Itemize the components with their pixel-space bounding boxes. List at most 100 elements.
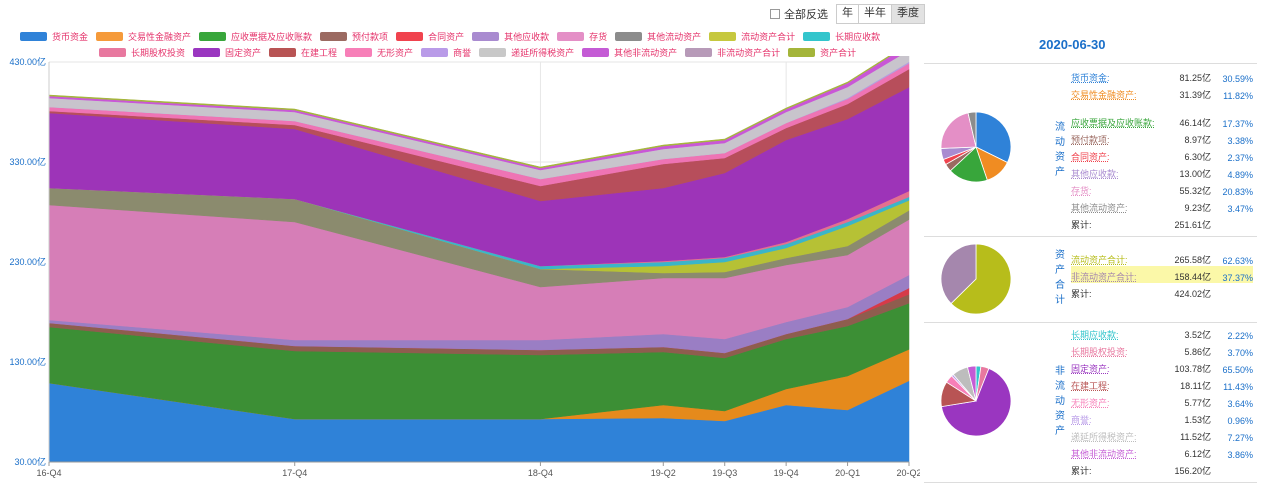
row-value: 5.86亿 bbox=[1184, 347, 1211, 357]
table-row[interactable]: 流动资产合计: 265.58亿 62.63% bbox=[1071, 249, 1253, 266]
row-name: 无形资产: bbox=[1071, 398, 1110, 408]
table-row[interactable]: 合同资产: 6.30亿 2.37% bbox=[1071, 146, 1253, 163]
legend-label: 货币资金 bbox=[52, 31, 89, 42]
legend-label: 长期应收款 bbox=[835, 31, 881, 42]
legend-item[interactable]: 商誉 bbox=[421, 46, 471, 59]
pie-slice[interactable] bbox=[940, 112, 977, 149]
legend-item[interactable]: 交易性金融资产 bbox=[96, 30, 191, 43]
legend-swatch bbox=[396, 31, 424, 41]
table-row[interactable]: 交易性金融资产: 31.39亿 11.82% bbox=[1071, 84, 1253, 101]
select-all-label: 全部反选 bbox=[784, 9, 828, 21]
pie-slice[interactable] bbox=[940, 243, 977, 305]
legend-item[interactable]: 其他流动资产 bbox=[615, 30, 701, 43]
row-value: 11.52亿 bbox=[1180, 432, 1211, 442]
table-row[interactable]: 其他流动资产: 9.23亿 3.47% bbox=[1071, 197, 1253, 214]
legend-item[interactable]: 固定资产 bbox=[193, 46, 261, 59]
legend-item[interactable]: 长期股权投资 bbox=[99, 46, 185, 59]
row-name: 合同资产: bbox=[1071, 152, 1110, 162]
row-value: 9.23亿 bbox=[1184, 203, 1211, 213]
legend-item[interactable]: 预付款项 bbox=[320, 30, 388, 43]
select-all-toggle[interactable]: 全部反选 bbox=[770, 6, 828, 22]
row-percent: 30.59% bbox=[1222, 74, 1253, 84]
legend-item[interactable]: 货币资金 bbox=[20, 30, 88, 43]
legend-swatch bbox=[345, 47, 373, 57]
row-name: 其他应收款: bbox=[1071, 169, 1119, 179]
row-value: 18.11亿 bbox=[1180, 381, 1211, 391]
row-value: 81.25亿 bbox=[1179, 73, 1211, 83]
legend-item[interactable]: 无形资产 bbox=[345, 46, 413, 59]
pie-slice[interactable] bbox=[940, 367, 1012, 437]
table-row[interactable]: 应收票据及应收账款: 46.14亿 17.37% bbox=[1071, 101, 1253, 129]
row-percent: 37.37% bbox=[1222, 273, 1253, 283]
row-name: 其他非流动资产: bbox=[1071, 449, 1137, 459]
legend-label: 资产合计 bbox=[820, 47, 857, 58]
pie-chart bbox=[940, 365, 1012, 437]
legend-swatch bbox=[96, 31, 124, 41]
row-percent: 7.27% bbox=[1227, 433, 1253, 443]
legend-label: 非流动资产合计 bbox=[717, 47, 781, 58]
total-label: 累计: bbox=[1071, 220, 1092, 230]
legend-item[interactable]: 递延所得税资产 bbox=[479, 46, 574, 59]
table-row[interactable]: 其他非流动资产: 6.12亿 3.86% bbox=[1071, 443, 1253, 460]
table-row[interactable]: 预付款项: 8.97亿 3.38% bbox=[1071, 129, 1253, 146]
legend-item[interactable]: 其他非流动资产 bbox=[582, 46, 677, 59]
legend-swatch bbox=[788, 47, 816, 57]
legend-label: 其他非流动资产 bbox=[614, 47, 678, 58]
legend-swatch bbox=[582, 47, 610, 57]
row-value: 265.58亿 bbox=[1174, 255, 1211, 265]
pie-slice[interactable] bbox=[966, 365, 977, 402]
legend-item[interactable]: 资产合计 bbox=[788, 46, 856, 59]
legend-item[interactable]: 流动资产合计 bbox=[709, 30, 795, 43]
period-quarter-button[interactable]: 季度 bbox=[892, 5, 924, 23]
legend-label: 其他流动资产 bbox=[647, 31, 702, 42]
row-name: 预付款项: bbox=[1071, 135, 1110, 145]
pie-slice[interactable] bbox=[975, 111, 1012, 164]
table-row[interactable]: 递延所得税资产: 11.52亿 7.27% bbox=[1071, 426, 1253, 443]
pie-slice[interactable] bbox=[950, 243, 1012, 315]
legend-label: 预付款项 bbox=[352, 31, 389, 42]
series-area[interactable] bbox=[48, 56, 909, 169]
row-value: 13.00亿 bbox=[1179, 169, 1211, 179]
table-row[interactable]: 非流动资产合计: 158.44亿 37.37% bbox=[1071, 266, 1253, 283]
x-tick-label: 20-Q1 bbox=[835, 468, 860, 478]
row-percent: 4.89% bbox=[1227, 170, 1253, 180]
table-row[interactable]: 固定资产: 103.78亿 65.50% bbox=[1071, 358, 1253, 375]
pie-slice[interactable] bbox=[967, 111, 977, 148]
legend-label: 其他应收款 bbox=[504, 31, 550, 42]
row-value: 5.77亿 bbox=[1184, 398, 1211, 408]
legend-swatch bbox=[20, 31, 47, 41]
legend-swatch bbox=[803, 31, 831, 41]
table-row[interactable]: 在建工程: 18.11亿 11.43% bbox=[1071, 375, 1253, 392]
total-label: 累计: bbox=[1071, 466, 1092, 476]
period-halfyear-button[interactable]: 半年 bbox=[859, 5, 892, 23]
row-name: 非流动资产合计: bbox=[1071, 272, 1137, 282]
checkbox-icon[interactable] bbox=[770, 9, 780, 19]
y-tick-label: 330.00亿 bbox=[9, 156, 46, 167]
table-row[interactable]: 存货: 55.32亿 20.83% bbox=[1071, 180, 1253, 197]
row-name: 商誉: bbox=[1071, 415, 1092, 425]
table-row[interactable]: 长期应收款: 3.52亿 2.22% bbox=[1071, 324, 1253, 341]
x-tick-label: 19-Q4 bbox=[774, 468, 799, 478]
total-assets-table: 流动资产合计: 265.58亿 62.63% 非流动资产合计: 158.44亿 37.37… bbox=[1071, 249, 1253, 300]
table-row[interactable]: 货币资金: 81.25亿 30.59% bbox=[1071, 67, 1253, 84]
y-tick-label: 230.00亿 bbox=[9, 256, 46, 267]
legend-item[interactable]: 合同资产 bbox=[396, 30, 464, 43]
y-tick-label: 130.00亿 bbox=[9, 356, 46, 367]
table-row[interactable]: 商誉: 1.53亿 0.96% bbox=[1071, 409, 1253, 426]
legend-swatch bbox=[472, 31, 500, 41]
legend-swatch bbox=[320, 31, 348, 41]
legend-item[interactable]: 在建工程 bbox=[269, 46, 337, 59]
x-tick-label: 20-Q2 bbox=[896, 468, 920, 478]
table-row[interactable]: 其他应收款: 13.00亿 4.89% bbox=[1071, 163, 1253, 180]
period-year-button[interactable]: 年 bbox=[837, 5, 859, 23]
pie-slice[interactable] bbox=[949, 146, 988, 183]
table-row[interactable]: 长期股权投资: 5.86亿 3.70% bbox=[1071, 341, 1253, 358]
legend-item[interactable]: 非流动资产合计 bbox=[685, 46, 780, 59]
noncurrent-assets-panel: 非流动资产 长期应收款: 3.52亿 2.22% 长期股权投资: 5.86亿 3.70% 固… bbox=[924, 322, 1257, 483]
total-value: 251.61亿 bbox=[1174, 220, 1211, 230]
legend-item[interactable]: 存货 bbox=[557, 30, 607, 43]
legend-item[interactable]: 应收票据及应收账款 bbox=[199, 30, 312, 43]
table-row[interactable]: 无形资产: 5.77亿 3.64% bbox=[1071, 392, 1253, 409]
legend-item[interactable]: 长期应收款 bbox=[803, 30, 880, 43]
legend-item[interactable]: 其他应收款 bbox=[472, 30, 549, 43]
